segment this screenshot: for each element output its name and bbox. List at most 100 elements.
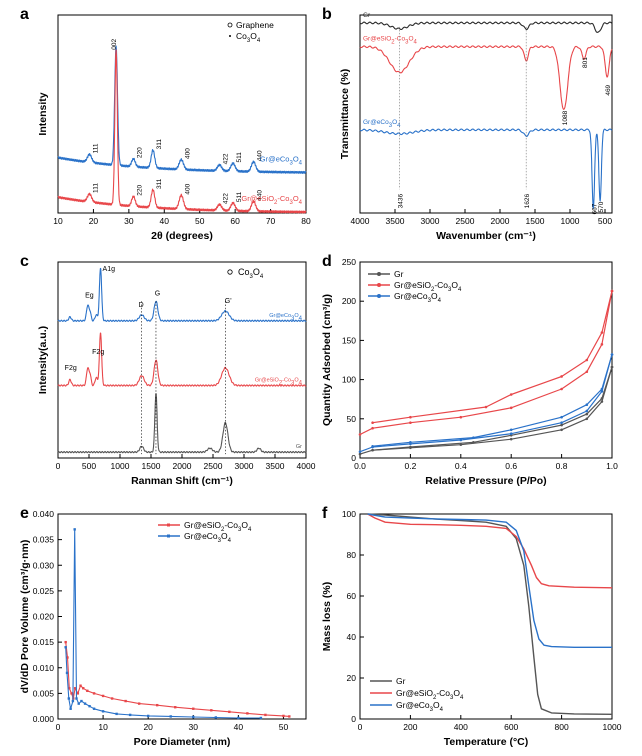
- series-line: [65, 642, 290, 717]
- data-point: [509, 393, 513, 396]
- panel-letter-a: a: [20, 6, 29, 23]
- data-point: [600, 387, 604, 391]
- data-point: [67, 697, 71, 700]
- y-tick-label: 250: [342, 257, 356, 267]
- legend-label: Co3O4: [236, 31, 261, 44]
- peak-label: 440: [257, 190, 264, 201]
- data-point: [484, 405, 488, 409]
- peak-label: 311: [156, 139, 163, 150]
- y-tick-label: 40: [347, 632, 357, 642]
- data-point: [560, 423, 563, 427]
- legend-label: Graphene: [236, 20, 274, 30]
- x-tick-label: 0: [56, 722, 61, 732]
- data-point: [358, 450, 362, 454]
- peak-label: Eg: [85, 292, 94, 299]
- data-point: [86, 689, 89, 693]
- data-point: [101, 694, 105, 698]
- panel-f: f 0 200 400 600 800 1000 0 20 40 60 80 100 Temperatur…: [321, 505, 622, 748]
- legend-marker: [377, 283, 381, 287]
- y-tick-label: 0.025: [33, 586, 55, 596]
- data-point: [124, 699, 127, 703]
- series-line: [359, 21, 613, 33]
- peak-annotation: 469: [605, 84, 612, 95]
- x-tick-label: 4000: [351, 216, 370, 226]
- peak-label: 511: [236, 152, 243, 163]
- x-tick-label: 0.8: [556, 461, 568, 471]
- x-tick-label: 50: [279, 722, 289, 732]
- series-line: [57, 267, 307, 322]
- adsorption-line: [359, 290, 613, 436]
- data-point: [64, 646, 67, 649]
- y-axis-label: Quantity Adsorbed (cm³/g): [321, 294, 333, 426]
- legend-label: Gr@eSiO2-Co3O4: [394, 280, 462, 293]
- legend-label: Gr@eCo3O4: [396, 700, 444, 713]
- data-point: [600, 390, 604, 393]
- series-name: Gr@eCo3O4: [269, 313, 302, 322]
- legend-marker: [377, 294, 381, 298]
- data-point: [69, 707, 72, 710]
- data-point: [115, 712, 118, 716]
- x-tick-label: 3500: [266, 461, 285, 471]
- y-axis-label: Intensity: [37, 92, 49, 135]
- data-point: [371, 444, 374, 448]
- x-axis-label: Relative Pressure (P/Po): [425, 475, 546, 487]
- x-axis-label: Ranman Shift (cm⁻¹): [131, 475, 233, 487]
- data-point: [92, 692, 96, 695]
- panel-e: e 0 10 20 30 40 50 0.000 0.005 0.010 0.015 0.020 0.0…: [19, 505, 307, 748]
- data-point: [560, 421, 563, 425]
- data-point: [600, 397, 604, 400]
- series-name: Gr@eSiO2-Co3O4: [241, 194, 302, 206]
- peak-annotation: 3436: [397, 194, 404, 209]
- peak-label: 002: [111, 39, 118, 50]
- peak-label: 111: [93, 183, 100, 193]
- x-tick-label: 10: [98, 722, 108, 732]
- x-tick-label: 0.0: [354, 461, 366, 471]
- data-point: [192, 707, 195, 710]
- data-point: [509, 428, 513, 432]
- y-tick-label: 0: [351, 714, 356, 724]
- data-point: [92, 707, 96, 710]
- y-tick-label: 150: [342, 335, 356, 345]
- data-point: [228, 710, 231, 714]
- legend-label: Gr@eSiO2-Co3O4: [396, 688, 464, 701]
- data-point: [610, 353, 614, 356]
- data-point: [585, 412, 589, 416]
- x-tick-label: 30: [189, 722, 199, 732]
- x-axis-label: Temperature (°C): [444, 736, 529, 748]
- peak-annotation: 667: [591, 203, 598, 214]
- legend-label: Gr: [394, 269, 404, 279]
- x-tick-label: 30: [124, 216, 134, 226]
- y-tick-label: 0.030: [33, 560, 55, 570]
- data-point: [75, 697, 78, 700]
- legend-label: Gr@eSiO2-Co3O4: [184, 520, 252, 533]
- peak-label: 400: [184, 148, 191, 159]
- legend-marker-graphene: [227, 22, 233, 28]
- y-axis-label: Intensity(a.u.): [37, 326, 49, 394]
- peak-annotation: 570: [598, 201, 605, 212]
- legend-label: Gr@eCo3O4: [184, 531, 232, 544]
- data-point: [79, 684, 82, 687]
- legend-marker-co3o4: [229, 35, 231, 37]
- peak-label: D: [139, 302, 144, 309]
- y-axis-label: Mass loss (%): [321, 582, 333, 651]
- plot-frame: [359, 513, 613, 720]
- series-line: [359, 45, 613, 110]
- x-tick-label: 0: [56, 461, 61, 471]
- panel-letter-e: e: [20, 505, 29, 522]
- panel-letter-c: c: [20, 253, 29, 270]
- data-point: [128, 713, 132, 717]
- y-tick-label: 0.040: [33, 509, 55, 519]
- data-point: [585, 403, 589, 406]
- y-tick-label: 50: [347, 414, 357, 424]
- data-point: [288, 715, 291, 718]
- peak-label: 311: [156, 178, 163, 189]
- y-tick-label: 0.020: [33, 612, 55, 622]
- x-tick-label: 2500: [204, 461, 223, 471]
- data-point: [472, 441, 475, 444]
- series-line: [57, 49, 307, 214]
- series-name: Gr@eCo3O4: [260, 155, 303, 167]
- x-tick-label: 1500: [526, 216, 545, 226]
- peak-annotation: 801: [582, 57, 589, 68]
- series-line: [57, 332, 307, 387]
- data-point: [210, 709, 213, 712]
